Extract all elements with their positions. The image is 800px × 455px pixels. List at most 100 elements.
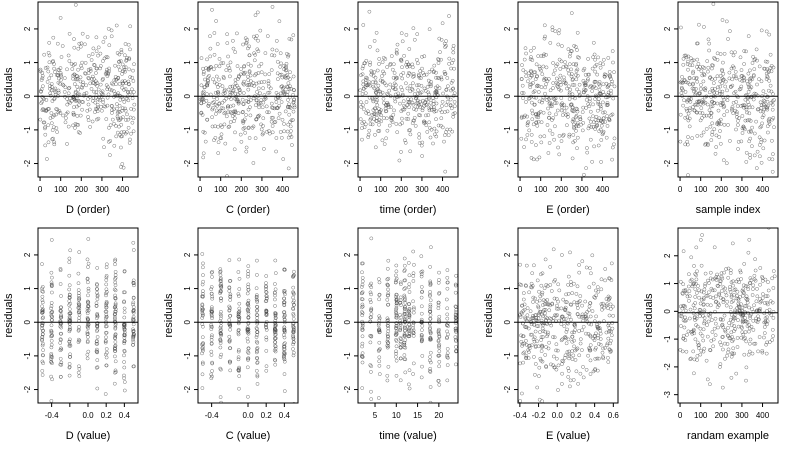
residual-point [559, 338, 564, 343]
residual-point [206, 79, 211, 83]
residual-point [550, 132, 555, 136]
residual-point [369, 370, 373, 374]
residual-point [86, 304, 90, 308]
residual-point [287, 102, 291, 107]
residual-point [705, 377, 710, 382]
residual-point [704, 113, 709, 118]
residual-point [681, 80, 685, 85]
residual-point [695, 354, 700, 358]
residual-point [360, 304, 365, 309]
residual-point [542, 76, 547, 81]
residual-point [113, 296, 117, 300]
residual-point [236, 312, 241, 317]
residual-point [371, 99, 376, 104]
residual-point [368, 283, 373, 288]
residual-point [284, 68, 289, 72]
residual-point [292, 105, 297, 110]
residual-point [426, 113, 431, 117]
residual-point [567, 54, 572, 59]
residual-point [437, 314, 442, 319]
residual-point [122, 339, 127, 344]
residual-point [570, 95, 575, 100]
residual-point [394, 293, 399, 297]
residual-point [597, 356, 601, 361]
residual-point [58, 341, 63, 345]
residual-point [119, 165, 123, 169]
residual-point [416, 83, 421, 87]
residual-point [766, 302, 770, 307]
residual-point [764, 77, 769, 81]
residual-point [246, 125, 251, 130]
residual-point [72, 37, 76, 41]
residual-point [680, 314, 684, 319]
residual-point [67, 317, 72, 322]
residual-point [743, 127, 747, 132]
residual-point [571, 133, 576, 137]
residual-point [210, 124, 215, 129]
residual-point [566, 375, 571, 379]
residual-point [520, 303, 525, 308]
residual-point [593, 295, 597, 300]
residual-point [428, 327, 432, 331]
residual-point [403, 324, 407, 329]
residual-point [40, 76, 45, 81]
residual-point [284, 76, 288, 80]
residual-point [748, 129, 753, 133]
residual-point [713, 316, 718, 321]
residual-point [442, 139, 446, 144]
y-tick-label: 0 [183, 93, 192, 98]
residual-point [443, 169, 448, 174]
residual-point [570, 334, 575, 339]
residual-point [563, 308, 568, 313]
residual-point [540, 98, 545, 102]
residual-point [68, 100, 72, 105]
residual-point [44, 108, 49, 113]
residual-point [592, 80, 597, 84]
residual-point [566, 282, 570, 287]
residual-point [425, 85, 430, 89]
residual-point [255, 258, 259, 263]
residual-point [520, 63, 524, 67]
residual-point [444, 323, 449, 327]
residual-point [200, 362, 205, 366]
residual-point [52, 140, 57, 145]
residual-point [527, 290, 531, 295]
residual-point [765, 340, 769, 345]
residual-point [575, 312, 580, 316]
residual-point [702, 73, 707, 77]
residual-point [754, 299, 759, 304]
residual-point [254, 295, 259, 300]
residual-point [241, 126, 246, 131]
residual-point [708, 303, 713, 308]
residual-point [227, 289, 232, 293]
residual-point [256, 86, 261, 91]
residual-point [738, 270, 743, 275]
residual-point [378, 92, 383, 96]
residual-point [580, 128, 585, 133]
residual-point [222, 87, 227, 92]
residual-point [569, 102, 574, 107]
residual-point [422, 54, 427, 59]
residual-point [400, 39, 405, 44]
residual-point [601, 57, 606, 62]
residual-point [76, 46, 81, 51]
residual-point [726, 266, 731, 271]
residual-point [685, 62, 690, 66]
residual-point [291, 337, 296, 341]
residual-point [521, 351, 526, 356]
residual-point [572, 83, 577, 87]
residual-point [708, 314, 712, 319]
residual-point [411, 361, 416, 366]
residual-point [547, 141, 552, 145]
residual-point [371, 84, 376, 89]
residual-point [726, 350, 730, 355]
residual-point [694, 316, 699, 321]
residual-point [565, 327, 569, 332]
residual-point [219, 106, 224, 110]
residual-point [454, 362, 458, 367]
residual-point [206, 67, 211, 71]
residual-point [112, 287, 117, 292]
residual-point [109, 34, 114, 39]
residual-point [70, 67, 75, 71]
residual-point [218, 395, 223, 399]
